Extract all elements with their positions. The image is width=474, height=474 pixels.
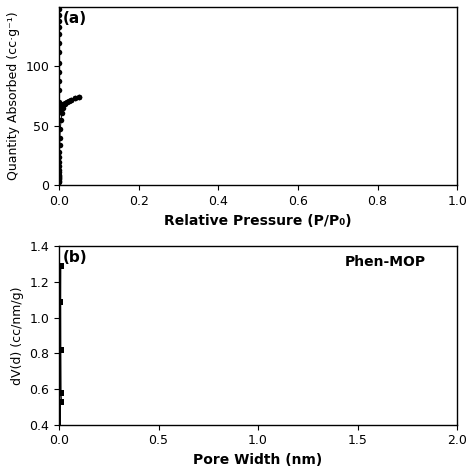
Y-axis label: dV(d) (cc/nm/g): dV(d) (cc/nm/g) [11,286,24,385]
Text: (b): (b) [63,250,88,265]
Y-axis label: Quantity Absorbed (cc·g⁻¹): Quantity Absorbed (cc·g⁻¹) [7,12,20,181]
X-axis label: Pore Width (nm): Pore Width (nm) [193,453,323,467]
Text: Phen-MOP: Phen-MOP [345,255,426,269]
Text: (a): (a) [63,10,87,26]
X-axis label: Relative Pressure (P/P₀): Relative Pressure (P/P₀) [164,214,352,228]
